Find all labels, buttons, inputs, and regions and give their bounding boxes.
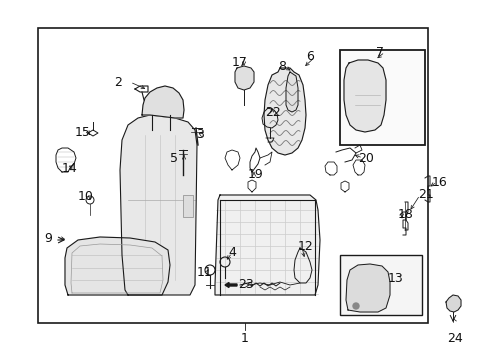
Polygon shape [142, 86, 183, 118]
Text: 22: 22 [264, 105, 280, 118]
Polygon shape [445, 295, 460, 312]
Polygon shape [264, 68, 305, 155]
Text: 3: 3 [196, 129, 203, 141]
Polygon shape [285, 72, 297, 112]
Text: 23: 23 [238, 279, 253, 292]
Text: 12: 12 [297, 240, 313, 253]
Text: 15: 15 [75, 126, 91, 139]
Text: 4: 4 [227, 247, 235, 260]
Text: 20: 20 [357, 152, 373, 165]
Text: 13: 13 [387, 271, 403, 284]
Polygon shape [343, 60, 385, 132]
Bar [339, 255, 421, 315]
Text: 6: 6 [305, 50, 313, 63]
Text: 19: 19 [247, 168, 263, 181]
Text: 9: 9 [44, 231, 52, 244]
Text: 21: 21 [417, 189, 433, 202]
Text: 18: 18 [397, 208, 413, 221]
Text: 16: 16 [431, 175, 447, 189]
Text: 2: 2 [114, 76, 122, 89]
Bar [38, 28, 427, 323]
Text: 17: 17 [232, 55, 247, 68]
FancyArrow shape [224, 283, 237, 288]
Polygon shape [235, 66, 253, 90]
Text: 1: 1 [241, 332, 248, 345]
Bar [339, 50, 424, 145]
Polygon shape [120, 115, 197, 295]
Text: 11: 11 [197, 266, 212, 279]
Text: 7: 7 [375, 45, 383, 58]
Text: 5: 5 [170, 152, 178, 165]
Circle shape [352, 303, 358, 309]
Text: 10: 10 [78, 189, 94, 202]
Polygon shape [215, 195, 319, 295]
Polygon shape [346, 264, 389, 312]
Text: 24: 24 [446, 332, 462, 345]
Text: 8: 8 [278, 60, 285, 73]
Bar [183, 195, 193, 217]
Text: 14: 14 [62, 162, 78, 175]
Polygon shape [65, 237, 170, 295]
